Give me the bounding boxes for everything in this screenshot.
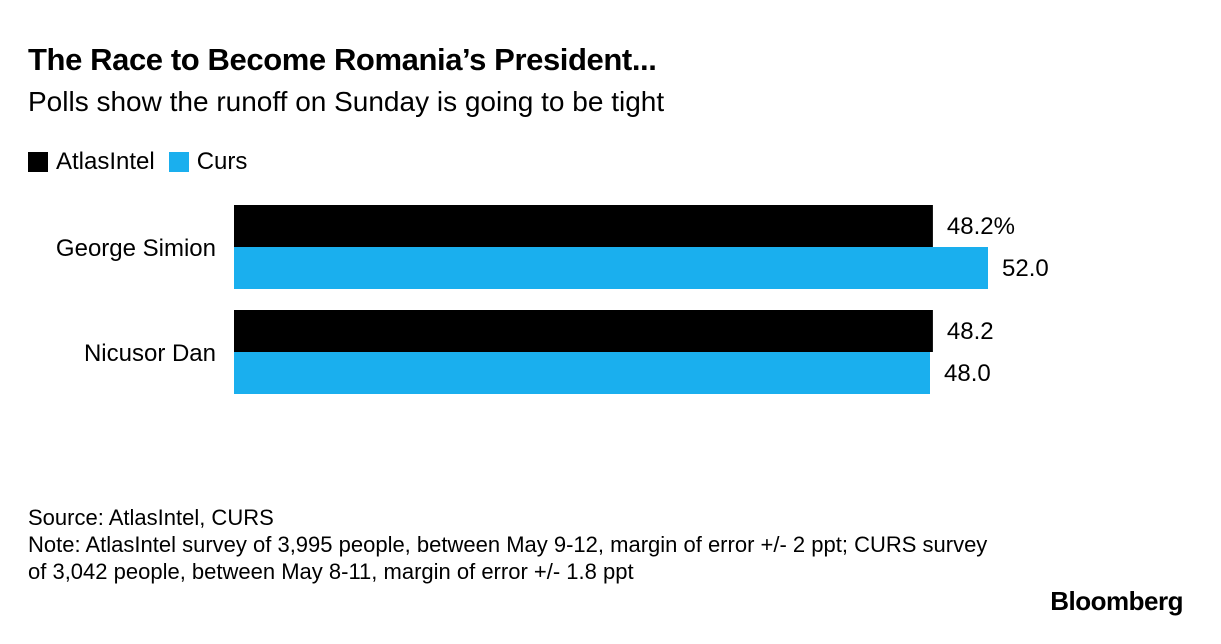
category-label-0: George Simion (56, 235, 216, 262)
data-label-curs-0: 52.0 (1002, 255, 1049, 282)
data-label-atlasintel-1: 48.2 (947, 318, 994, 345)
legend-label-atlasintel: AtlasIntel (56, 148, 155, 175)
chart-title: The Race to Become Romania’s President..… (28, 42, 657, 77)
bar-curs-0 (234, 247, 988, 289)
legend-swatch-atlasintel (28, 152, 48, 172)
bar-atlasintel-0 (234, 205, 933, 247)
legend-item-curs: Curs (168, 148, 248, 176)
source-note: Source: AtlasIntel, CURS (28, 505, 274, 530)
bloomberg-logo: Bloomberg (1050, 586, 1183, 616)
footer: Source: AtlasIntel, CURS Note: AtlasInte… (28, 504, 988, 585)
chart-subtitle: Polls show the runoff on Sunday is going… (28, 86, 665, 117)
legend: AtlasIntel Curs (28, 148, 261, 176)
bar-chart: George Simion 48.2% 52.0 Nicusor Dan 48.2 48.… (56, 205, 1049, 394)
category-label-1: Nicusor Dan (84, 340, 216, 367)
legend-item-atlasintel: AtlasIntel (28, 148, 155, 176)
bar-atlasintel-1 (234, 310, 933, 352)
legend-swatch-curs (168, 152, 189, 172)
data-label-curs-1: 48.0 (944, 360, 991, 387)
data-label-atlasintel-0: 48.2% (947, 213, 1015, 240)
bar-curs-1 (234, 352, 930, 394)
legend-label-curs: Curs (196, 148, 248, 175)
methodology-note: Note: AtlasIntel survey of 3,995 people,… (28, 532, 988, 584)
